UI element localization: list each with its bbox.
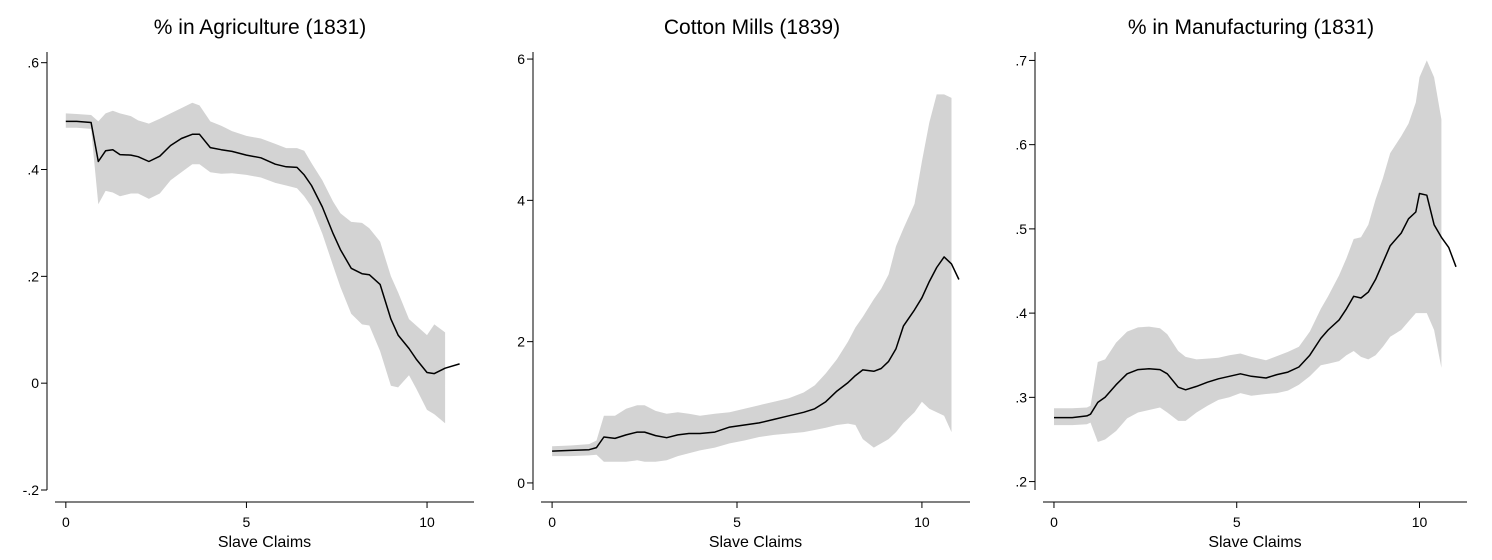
x-axis-label: Slave Claims	[218, 534, 311, 551]
chart-panel-1: % in Agriculture (1831) -.2 0 .2 .4 .6 0 5 10 Sla…	[23, 16, 474, 551]
y-tick-label: 2	[517, 334, 525, 350]
x-tick-label: 10	[914, 514, 930, 530]
x-tick-label: 0	[62, 514, 70, 530]
confidence-band	[552, 94, 952, 462]
x-tick-label: 5	[733, 514, 741, 530]
series-line	[65, 120, 460, 375]
x-axis-label: Slave Claims	[1208, 534, 1301, 551]
confidence-band	[65, 102, 446, 424]
y-tick-label: 0	[517, 475, 525, 491]
y-tick-label: -.2	[23, 482, 40, 498]
y-tick-label: .4	[27, 162, 39, 178]
x-axis-label: Slave Claims	[709, 534, 802, 551]
y-tick-label: .6	[1015, 137, 1027, 153]
y-tick-label: 0	[31, 375, 39, 391]
x-tick-label: 0	[548, 514, 556, 530]
series-line	[1054, 192, 1457, 419]
y-tick-label: 4	[517, 192, 525, 208]
chart-title: % in Manufacturing (1831)	[1128, 16, 1374, 39]
x-tick-label: 10	[1412, 514, 1428, 530]
confidence-band	[1054, 60, 1442, 443]
chart-panel-2: Cotton Mills (1839) 0 2 4 6 0 5 10 Slave Claims	[517, 16, 970, 551]
series-line	[552, 256, 960, 452]
y-tick-label: .2	[1015, 474, 1027, 490]
y-tick-label: .5	[1015, 221, 1027, 237]
y-tick-label: .4	[1015, 305, 1027, 321]
x-tick-label: 0	[1050, 514, 1058, 530]
chart-title: % in Agriculture (1831)	[154, 16, 366, 39]
x-tick-label: 10	[419, 514, 435, 530]
y-tick-label: .2	[27, 268, 39, 284]
y-tick-label: .6	[27, 55, 39, 71]
chart-panel-3: % in Manufacturing (1831) .2 .3 .4 .5 .6 .7 0 5 1…	[1015, 16, 1467, 551]
y-tick-label: .7	[1015, 52, 1027, 68]
x-tick-label: 5	[1233, 514, 1241, 530]
x-tick-label: 5	[243, 514, 251, 530]
y-tick-label: 6	[517, 51, 525, 67]
y-tick-label: .3	[1015, 389, 1027, 405]
chart-title: Cotton Mills (1839)	[664, 16, 840, 39]
